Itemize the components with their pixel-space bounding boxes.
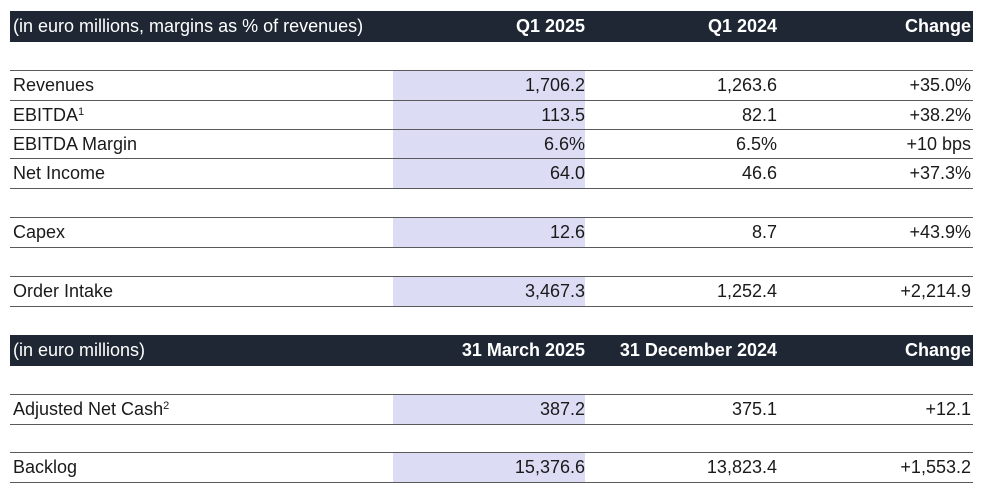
header-label: (in euro millions): [13, 340, 146, 360]
row-label: Capex: [13, 222, 66, 242]
row-change: +2,214.9: [900, 281, 971, 301]
row-q1-2025: 113.5: [393, 101, 585, 130]
row-label: Revenues: [13, 75, 95, 95]
row-label-text: Adjusted Net Cash: [13, 399, 164, 419]
row-q1-2024: 8.7: [751, 222, 777, 242]
header-31-march-2025: 31 March 2025: [461, 340, 585, 360]
row-q1-2025: 64.0: [393, 159, 585, 188]
header-q1-2024: Q1 2024: [707, 16, 777, 36]
row-change: +12.1: [925, 399, 971, 419]
row-change: +43.9%: [909, 222, 971, 242]
row-label: Backlog: [13, 457, 78, 477]
row-31-december-2024: 13,823.4: [706, 457, 777, 477]
row-q1-2024: 1,252.4: [716, 281, 777, 301]
row-q1-2025: 6.6%: [393, 130, 585, 159]
table-row-capex: Capex 12.6 8.7 +43.9%: [10, 217, 973, 248]
row-label: Net Income: [13, 163, 106, 183]
table-header: (in euro millions) 31 March 2025 31 Dece…: [10, 335, 973, 366]
table-row-adjusted-net-cash: Adjusted Net Cash2 387.2 375.1 +12.1: [10, 394, 973, 425]
table-row-backlog: Backlog 15,376.6 13,823.4 +1,553.2: [10, 452, 973, 483]
row-q1-2025: 12.6: [393, 218, 585, 247]
row-q1-2024: 1,263.6: [716, 75, 777, 95]
row-31-march-2025: 15,376.6: [393, 453, 585, 482]
row-label: Order Intake: [13, 281, 114, 301]
footnote-marker: 1: [78, 106, 85, 118]
table-header: (in euro millions, margins as % of reven…: [10, 11, 973, 42]
table-row-order-intake: Order Intake 3,467.3 1,252.4 +2,214.9: [10, 276, 973, 307]
row-label: EBITDA Margin: [13, 134, 138, 154]
footnote-marker: 2: [163, 400, 170, 412]
header-change: Change: [904, 340, 971, 360]
header-label: (in euro millions, margins as % of reven…: [13, 16, 364, 36]
table-row-ebitda: EBITDA1 113.5 82.1 +38.2%: [10, 100, 973, 130]
row-change: +37.3%: [909, 163, 971, 183]
row-31-december-2024: 375.1: [731, 399, 777, 419]
row-q1-2024: 82.1: [741, 105, 777, 125]
row-q1-2025: 1,706.2: [393, 71, 585, 100]
row-change: +10 bps: [906, 134, 971, 154]
header-change: Change: [904, 16, 971, 36]
row-change: +38.2%: [909, 105, 971, 125]
row-q1-2024: 6.5%: [735, 134, 777, 154]
row-label: Adjusted Net Cash2: [13, 395, 169, 424]
table-row-ebitda-margin: EBITDA Margin 6.6% 6.5% +10 bps: [10, 129, 973, 159]
row-q1-2024: 46.6: [741, 163, 777, 183]
row-31-march-2025: 387.2: [393, 395, 585, 424]
row-q1-2025: 3,467.3: [393, 277, 585, 306]
table-row-revenues: Revenues 1,706.2 1,263.6 +35.0%: [10, 70, 973, 100]
row-change: +1,553.2: [900, 457, 971, 477]
row-label-text: EBITDA: [13, 105, 79, 125]
header-q1-2025: Q1 2025: [515, 16, 585, 36]
row-change: +35.0%: [909, 75, 971, 95]
table-row-net-income: Net Income 64.0 46.6 +37.3%: [10, 158, 973, 189]
header-31-december-2024: 31 December 2024: [619, 340, 777, 360]
row-label: EBITDA1: [13, 101, 84, 130]
